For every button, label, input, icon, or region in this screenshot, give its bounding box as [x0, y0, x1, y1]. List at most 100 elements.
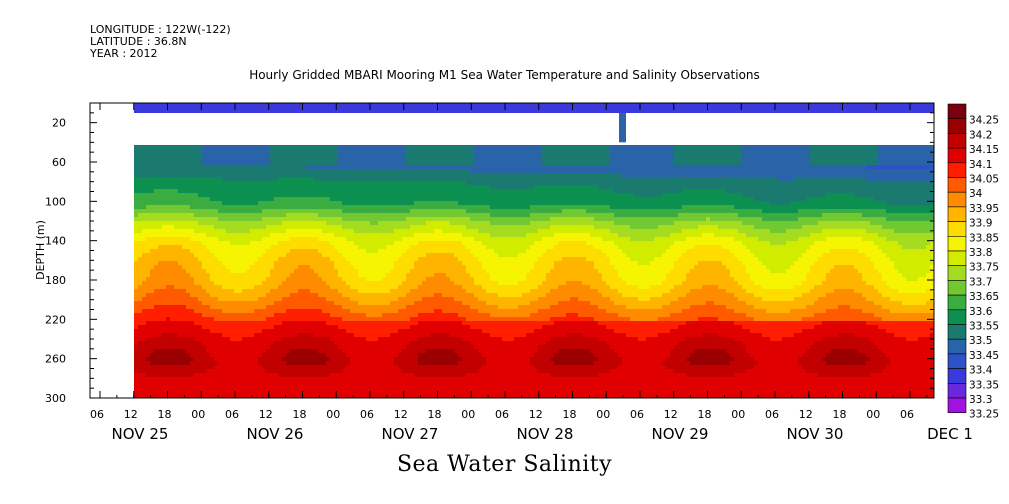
heatmap-cell: [390, 309, 395, 314]
heatmap-cell: [362, 201, 367, 206]
heatmap-cell: [306, 153, 311, 158]
heatmap-cell: [422, 321, 427, 326]
heatmap-cell: [142, 249, 147, 254]
heatmap-cell: [150, 233, 155, 238]
heatmap-cell: [214, 301, 219, 306]
heatmap-cell: [426, 373, 431, 378]
heatmap-cell: [338, 385, 343, 390]
heatmap-cell: [410, 229, 415, 234]
heatmap-cell: [166, 173, 171, 178]
heatmap-cell: [218, 161, 223, 166]
heatmap-cell: [294, 197, 299, 202]
heatmap-cell: [422, 381, 427, 386]
heatmap-cell: [410, 317, 415, 322]
heatmap-cell: [206, 377, 211, 382]
heatmap-cell: [330, 205, 335, 210]
heatmap-cell: [294, 149, 299, 154]
heatmap-cell: [222, 313, 227, 318]
heatmap-cell: [378, 361, 383, 366]
heatmap-cell: [382, 313, 387, 318]
heatmap-cell: [322, 377, 327, 382]
heatmap-cell: [394, 277, 399, 282]
heatmap-cell: [150, 153, 155, 158]
heatmap-cell: [218, 273, 223, 278]
heatmap-cell: [266, 293, 271, 298]
heatmap-cell: [198, 169, 203, 174]
heatmap-cell: [426, 329, 431, 334]
heatmap-cell: [210, 313, 215, 318]
heatmap-cell: [358, 221, 363, 226]
heatmap-cell: [370, 357, 375, 362]
heatmap-cell: [178, 149, 183, 154]
heatmap-cell: [170, 321, 175, 326]
heatmap-cell: [422, 217, 427, 222]
heatmap-cell: [310, 149, 315, 154]
heatmap-cell: [158, 361, 163, 366]
heatmap-cell: [426, 157, 431, 162]
heatmap-cell: [246, 237, 251, 242]
heatmap-cell: [382, 157, 387, 162]
heatmap-cell: [238, 337, 243, 342]
heatmap-cell: [322, 181, 327, 186]
heatmap-cell: [238, 257, 243, 262]
heatmap-cell: [274, 213, 279, 218]
heatmap-cell: [282, 221, 287, 226]
heatmap-cell: [174, 189, 179, 194]
heatmap-cell: [142, 293, 147, 298]
heatmap-cell: [358, 213, 363, 218]
heatmap-cell: [382, 205, 387, 210]
heatmap-cell: [230, 153, 235, 158]
heatmap-cell: [150, 209, 155, 214]
heatmap-cell: [210, 201, 215, 206]
heatmap-cell: [154, 225, 159, 230]
heatmap-cell: [206, 293, 211, 298]
heatmap-cell: [270, 337, 275, 342]
heatmap-cell: [174, 373, 179, 378]
heatmap-cell: [138, 233, 143, 238]
heatmap-cell: [206, 153, 211, 158]
heatmap-cell: [334, 313, 339, 318]
heatmap-cell: [378, 233, 383, 238]
heatmap-cell: [238, 329, 243, 334]
heatmap-cell: [234, 357, 239, 362]
heatmap-cell: [382, 293, 387, 298]
heatmap-cell: [390, 245, 395, 250]
heatmap-cell: [418, 229, 423, 234]
heatmap-cell: [178, 221, 183, 226]
heatmap-cell: [342, 177, 347, 182]
heatmap-cell: [282, 293, 287, 298]
heatmap-cell: [406, 241, 411, 246]
heatmap-cell: [258, 301, 263, 306]
heatmap-cell: [142, 149, 147, 154]
heatmap-cell: [186, 385, 191, 390]
heatmap-cell: [350, 253, 355, 258]
heatmap-cell: [170, 213, 175, 218]
heatmap-cell: [398, 221, 403, 226]
heatmap-cell: [318, 297, 323, 302]
heatmap-cell: [418, 153, 423, 158]
heatmap-cell: [342, 149, 347, 154]
heatmap-cell: [278, 341, 283, 346]
heatmap-cell: [138, 377, 143, 382]
heatmap-cell: [154, 169, 159, 174]
heatmap-cell: [362, 321, 367, 326]
heatmap-cell: [198, 305, 203, 310]
heatmap-cell: [138, 261, 143, 266]
heatmap-cell: [194, 353, 199, 358]
heatmap-cell: [414, 165, 419, 170]
heatmap-cell: [202, 317, 207, 322]
heatmap-cell: [294, 161, 299, 166]
heatmap-cell: [262, 217, 267, 222]
heatmap-cell: [366, 313, 371, 318]
heatmap-cell: [390, 345, 395, 350]
heatmap-cell: [402, 309, 407, 314]
heatmap-cell: [406, 321, 411, 326]
heatmap-cell: [318, 225, 323, 230]
heatmap-cell: [394, 173, 399, 178]
heatmap-cell: [386, 321, 391, 326]
heatmap-cell: [218, 393, 223, 398]
heatmap-cell: [370, 389, 375, 394]
heatmap-cell: [310, 161, 315, 166]
heatmap-cell: [418, 321, 423, 326]
heatmap-cell: [162, 181, 167, 186]
